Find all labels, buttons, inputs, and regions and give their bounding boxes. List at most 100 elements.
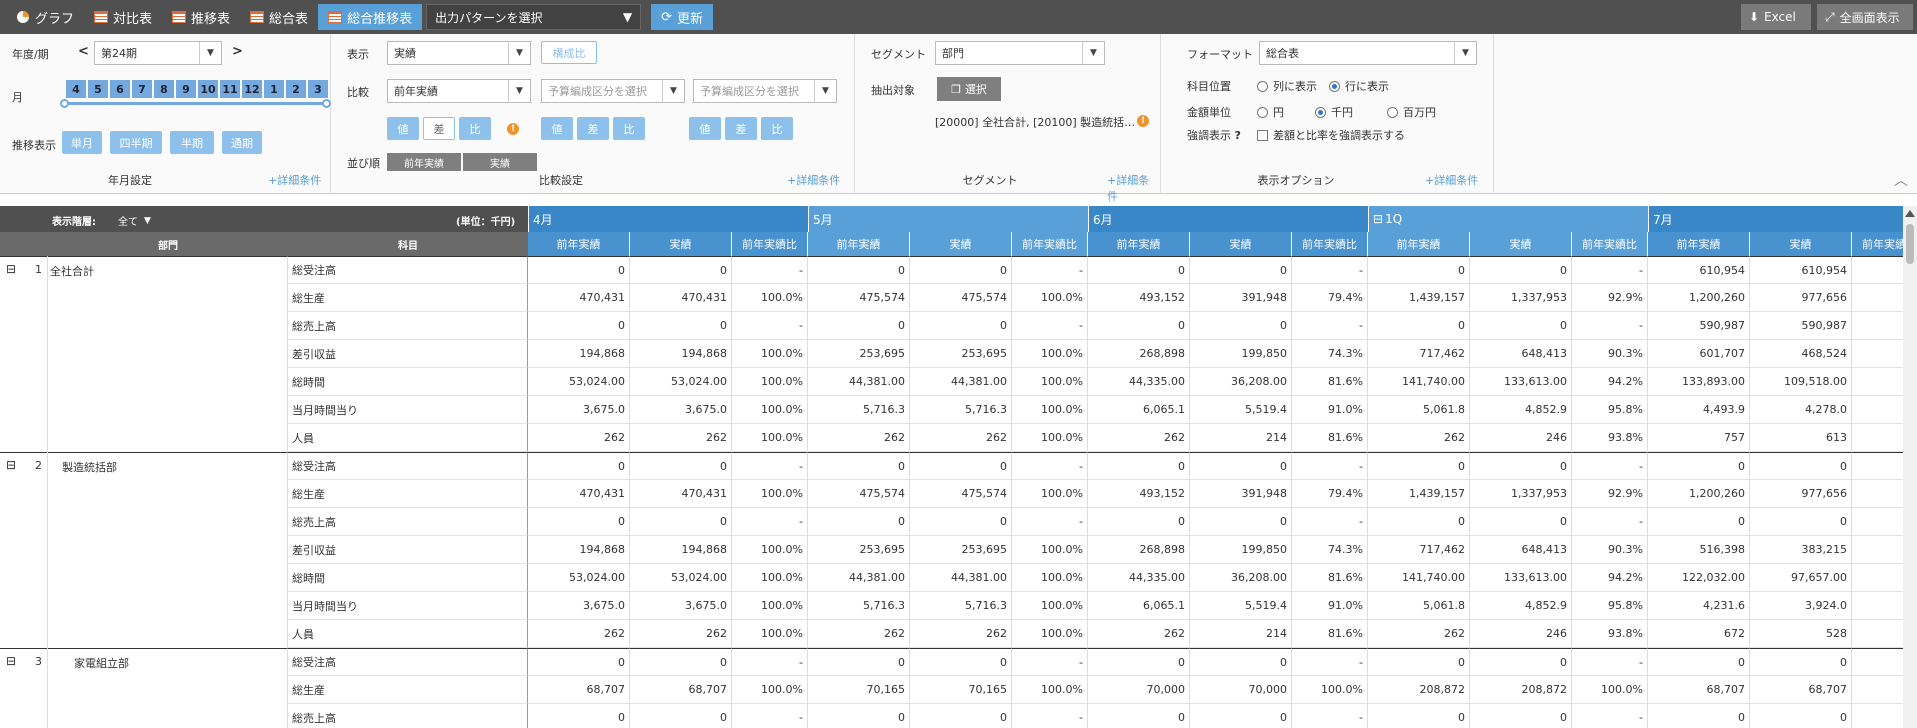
month-3[interactable]: 3 — [308, 80, 328, 98]
scroll-thumb[interactable] — [1906, 224, 1914, 264]
vertical-scrollbar[interactable] — [1903, 206, 1917, 728]
month-8[interactable]: 8 — [154, 80, 174, 98]
month-4[interactable]: 4 — [66, 80, 86, 98]
data-cell: 717,462 — [1368, 340, 1470, 368]
diff-button-1[interactable]: 差 — [423, 117, 455, 140]
month-1[interactable]: 1 — [264, 80, 284, 98]
unit-million-yen[interactable]: 百万円 — [1387, 104, 1436, 120]
help-icon[interactable]: ? — [1234, 129, 1241, 142]
display-options-detail-link[interactable]: +詳細条件 — [1425, 174, 1479, 187]
month-7[interactable]: 7 — [132, 80, 152, 98]
display-select[interactable]: 実績 ▼ — [387, 41, 531, 65]
chevron-down-icon: ▼ — [508, 42, 530, 64]
data-cell: 100.0% — [1012, 284, 1088, 312]
unit-yen[interactable]: 円 — [1257, 104, 1284, 120]
unit-thousand-yen[interactable]: 千円 — [1315, 104, 1353, 120]
dept-name[interactable]: 全社合計 — [50, 265, 94, 278]
data-grid: 表示階層: 全て ▼ (単位：千円) 部門 科目 4月 前年実績 実績 前年実績比 5月前… — [0, 206, 1917, 728]
single-month-button[interactable]: 単月 — [62, 131, 102, 154]
column-header[interactable]: 前年実績 — [528, 232, 630, 256]
month-5[interactable]: 5 — [88, 80, 108, 98]
data-cell: 493,152 — [1088, 284, 1190, 312]
value-button-2[interactable]: 値 — [541, 117, 573, 140]
column-header[interactable]: 前年実績 — [1648, 232, 1750, 256]
segment-detail-link[interactable]: +詳細条件 — [1107, 174, 1150, 203]
month-12[interactable]: 12 — [242, 80, 262, 98]
column-header[interactable]: 前年実績比 — [1292, 232, 1368, 256]
trend-table-tab[interactable]: 推移表 — [162, 4, 240, 30]
item-position-row[interactable]: 行に表示 — [1329, 78, 1389, 94]
month-6[interactable]: 6 — [110, 80, 130, 98]
column-header[interactable]: 実績 — [910, 232, 1012, 256]
value-button-3[interactable]: 値 — [689, 117, 721, 140]
summary-table-tab[interactable]: 総合表 — [240, 4, 318, 30]
level-select[interactable]: 全て ▼ — [118, 213, 151, 229]
month-10[interactable]: 10 — [198, 80, 218, 98]
column-header[interactable]: 前年実績比 — [1012, 232, 1088, 256]
budget-select-1[interactable]: 予算編成区分を選択 ▼ — [541, 79, 685, 103]
data-cell: 122,032.00 — [1648, 564, 1750, 592]
quarter-button[interactable]: 四半期 — [110, 131, 162, 154]
month-11[interactable]: 11 — [220, 80, 240, 98]
collapse-toggle-icon[interactable]: ⊟ — [6, 262, 17, 276]
column-header[interactable]: 前年実績 — [1368, 232, 1470, 256]
compare-detail-link[interactable]: +詳細条件 — [787, 174, 841, 187]
column-header[interactable]: 実績 — [1470, 232, 1572, 256]
full-year-button[interactable]: 通期 — [222, 131, 262, 154]
dept-group — [0, 648, 288, 728]
diff-button-3[interactable]: 差 — [725, 117, 757, 140]
dept-name[interactable]: 製造統括部 — [62, 461, 117, 474]
data-cell: 5,519.4 — [1190, 592, 1292, 620]
data-cell: 468,524 — [1750, 340, 1852, 368]
structure-ratio-button[interactable]: 構成比 — [541, 41, 597, 64]
data-cell: 109,518.00 — [1750, 368, 1852, 396]
ratio-button-3[interactable]: 比 — [761, 117, 793, 140]
column-header[interactable]: 前年実績 — [808, 232, 910, 256]
column-header[interactable]: 前年実績 — [1088, 232, 1190, 256]
collapse-icon[interactable]: ︿ — [1894, 173, 1908, 189]
dept-name[interactable]: 家電組立部 — [74, 657, 129, 670]
period-select[interactable]: 第24期 ▼ — [94, 41, 222, 65]
select-button[interactable]: ❐ 選択 — [937, 77, 1001, 101]
output-pattern-select[interactable]: 出力パターンを選択 ▼ — [426, 4, 642, 30]
ratio-button-2[interactable]: 比 — [613, 117, 645, 140]
order-item-prev-year[interactable]: 前年実績 — [387, 153, 461, 171]
column-header[interactable]: 実績 — [1190, 232, 1292, 256]
month-9[interactable]: 9 — [176, 80, 196, 98]
order-item-actual[interactable]: 実績 — [463, 153, 537, 171]
fullscreen-button[interactable]: ⤢ 全画面表示 — [1817, 4, 1913, 30]
data-cell: 3,924.0 — [1750, 592, 1852, 620]
collapse-toggle-icon[interactable]: ⊟ — [6, 654, 17, 668]
value-button-1[interactable]: 値 — [387, 117, 419, 140]
summary-trend-table-tab[interactable]: 総合推移表 — [318, 4, 423, 30]
year-detail-link[interactable]: +詳細条件 — [268, 174, 322, 187]
data-cell: 0 — [808, 256, 910, 284]
emphasis-checkbox[interactable]: 差額と比率を強調表示する — [1257, 127, 1405, 143]
budget-select-2[interactable]: 予算編成区分を選択 ▼ — [693, 79, 837, 103]
column-header[interactable]: 実績 — [630, 232, 732, 256]
month-2[interactable]: 2 — [286, 80, 306, 98]
excel-button[interactable]: ⬇ Excel — [1741, 4, 1811, 30]
item-position-col[interactable]: 列に表示 — [1257, 78, 1317, 94]
scroll-up-icon[interactable] — [1905, 210, 1915, 217]
refresh-button[interactable]: ⟳ 更新 — [651, 4, 713, 30]
prev-period-button[interactable]: < — [78, 44, 89, 59]
column-header[interactable]: 前年実績比 — [732, 232, 808, 256]
segment-select[interactable]: 部門 ▼ — [935, 41, 1105, 65]
compare-table-tab[interactable]: 対比表 — [84, 4, 162, 30]
column-header[interactable]: 実績 — [1750, 232, 1852, 256]
range-end-handle[interactable] — [322, 99, 331, 108]
collapse-toggle-icon[interactable]: ⊟ — [6, 458, 17, 472]
column-header[interactable]: 前年実績比 — [1572, 232, 1648, 256]
diff-button-2[interactable]: 差 — [577, 117, 609, 140]
range-start-handle[interactable] — [60, 99, 69, 108]
year-label: 年度/期 — [12, 48, 49, 61]
ratio-button-1[interactable]: 比 — [459, 117, 491, 140]
compare-select[interactable]: 前年実績 ▼ — [387, 79, 531, 103]
half-year-button[interactable]: 半期 — [170, 131, 214, 154]
format-select[interactable]: 総合表 ▼ — [1259, 41, 1477, 65]
collapse-toggle-icon[interactable]: ⊟ — [1373, 212, 1384, 226]
graph-tab[interactable]: グラフ — [6, 4, 84, 30]
radio-selected-icon — [1329, 80, 1340, 92]
next-period-button[interactable]: > — [232, 44, 243, 59]
